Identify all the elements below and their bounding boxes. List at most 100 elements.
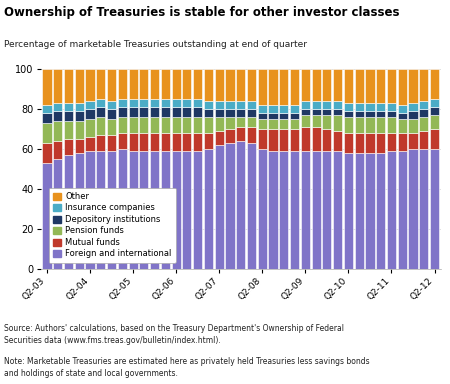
Bar	[269, 113, 278, 119]
Bar	[365, 133, 374, 153]
Bar	[53, 69, 62, 103]
Bar	[215, 131, 224, 145]
Bar	[311, 69, 321, 101]
Bar	[409, 133, 418, 149]
Bar	[96, 99, 105, 107]
Bar	[225, 109, 234, 117]
Bar	[409, 111, 418, 119]
Bar	[161, 69, 170, 99]
Bar	[86, 69, 94, 101]
Bar	[171, 117, 181, 133]
Bar	[140, 107, 148, 117]
Bar	[64, 139, 73, 155]
Bar	[430, 69, 439, 99]
Bar	[171, 133, 181, 151]
Bar	[96, 69, 105, 99]
Bar	[365, 117, 374, 133]
Bar	[398, 113, 407, 119]
Bar	[140, 69, 148, 99]
Bar	[365, 111, 374, 117]
Bar	[376, 69, 385, 103]
Bar	[129, 117, 138, 133]
Bar	[258, 113, 267, 119]
Bar	[118, 99, 127, 107]
Bar	[107, 109, 116, 119]
Bar	[322, 101, 332, 109]
Bar	[430, 149, 439, 269]
Bar	[269, 129, 278, 151]
Bar	[430, 115, 439, 129]
Bar	[53, 111, 62, 121]
Bar	[53, 141, 62, 159]
Bar	[311, 115, 321, 127]
Bar	[86, 137, 94, 151]
Bar	[140, 117, 148, 133]
Bar	[75, 121, 84, 139]
Text: Ownership of Treasuries is stable for other investor classes: Ownership of Treasuries is stable for ot…	[4, 6, 400, 19]
Bar	[53, 121, 62, 141]
Bar	[247, 143, 256, 269]
Bar	[96, 107, 105, 117]
Bar	[419, 149, 428, 269]
Bar	[301, 69, 310, 101]
Bar	[365, 153, 374, 269]
Bar	[279, 69, 288, 105]
Bar	[215, 69, 224, 101]
Bar	[409, 103, 418, 111]
Bar	[64, 103, 73, 111]
Bar	[290, 119, 299, 129]
Bar	[107, 151, 116, 269]
Bar	[64, 69, 73, 103]
Bar	[86, 151, 94, 269]
Bar	[236, 141, 245, 269]
Bar	[258, 149, 267, 269]
Bar	[96, 135, 105, 151]
Bar	[398, 119, 407, 133]
Bar	[290, 151, 299, 269]
Bar	[236, 101, 245, 109]
Bar	[215, 117, 224, 131]
Bar	[322, 109, 332, 115]
Legend: Other, Insurance companies, Depository institutions, Pension funds, Mutual funds: Other, Insurance companies, Depository i…	[49, 188, 176, 263]
Bar	[204, 133, 213, 149]
Bar	[258, 129, 267, 149]
Bar	[42, 105, 52, 113]
Bar	[311, 101, 321, 109]
Bar	[86, 101, 94, 109]
Bar	[204, 101, 213, 109]
Bar	[42, 123, 52, 143]
Bar	[75, 69, 84, 103]
Bar	[398, 133, 407, 151]
Bar	[161, 117, 170, 133]
Bar	[86, 109, 94, 119]
Bar	[409, 119, 418, 133]
Bar	[129, 107, 138, 117]
Bar	[86, 119, 94, 137]
Bar	[75, 139, 84, 153]
Bar	[333, 115, 342, 131]
Bar	[96, 151, 105, 269]
Bar	[290, 129, 299, 151]
Bar	[387, 111, 396, 117]
Bar	[193, 117, 202, 133]
Bar	[387, 103, 396, 111]
Bar	[193, 151, 202, 269]
Bar	[301, 127, 310, 151]
Bar	[150, 117, 159, 133]
Bar	[387, 69, 396, 103]
Bar	[225, 129, 234, 143]
Bar	[140, 151, 148, 269]
Bar	[430, 107, 439, 115]
Bar	[269, 151, 278, 269]
Bar	[161, 133, 170, 151]
Bar	[333, 131, 342, 151]
Bar	[355, 117, 364, 133]
Bar	[64, 155, 73, 269]
Bar	[161, 99, 170, 107]
Bar	[376, 103, 385, 111]
Bar	[96, 117, 105, 135]
Bar	[118, 117, 127, 133]
Bar	[107, 101, 116, 109]
Bar	[236, 117, 245, 127]
Bar	[182, 99, 192, 107]
